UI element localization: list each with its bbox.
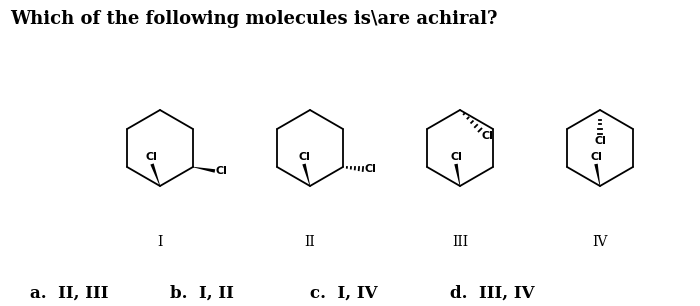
Text: II: II: [304, 235, 316, 249]
Polygon shape: [193, 167, 215, 173]
Text: Cl: Cl: [298, 152, 310, 162]
Text: Cl: Cl: [482, 131, 494, 141]
Text: Which of the following molecules is\are achiral?: Which of the following molecules is\are …: [10, 10, 498, 28]
Text: d.  III, IV: d. III, IV: [450, 285, 535, 302]
Text: IV: IV: [592, 235, 608, 249]
Text: III: III: [452, 235, 468, 249]
Polygon shape: [302, 163, 310, 186]
Text: c.  I, IV: c. I, IV: [310, 285, 377, 302]
Text: Cl: Cl: [145, 152, 157, 162]
Polygon shape: [454, 164, 460, 186]
Text: b.  I, II: b. I, II: [170, 285, 234, 302]
Text: Cl: Cl: [450, 152, 462, 162]
Polygon shape: [594, 164, 600, 186]
Text: Cl: Cl: [216, 166, 228, 176]
Text: Cl: Cl: [590, 152, 602, 162]
Text: a.  II, III: a. II, III: [30, 285, 108, 302]
Text: Cl: Cl: [594, 136, 606, 146]
Polygon shape: [150, 163, 160, 186]
Text: Cl: Cl: [365, 164, 377, 174]
Text: I: I: [158, 235, 162, 249]
